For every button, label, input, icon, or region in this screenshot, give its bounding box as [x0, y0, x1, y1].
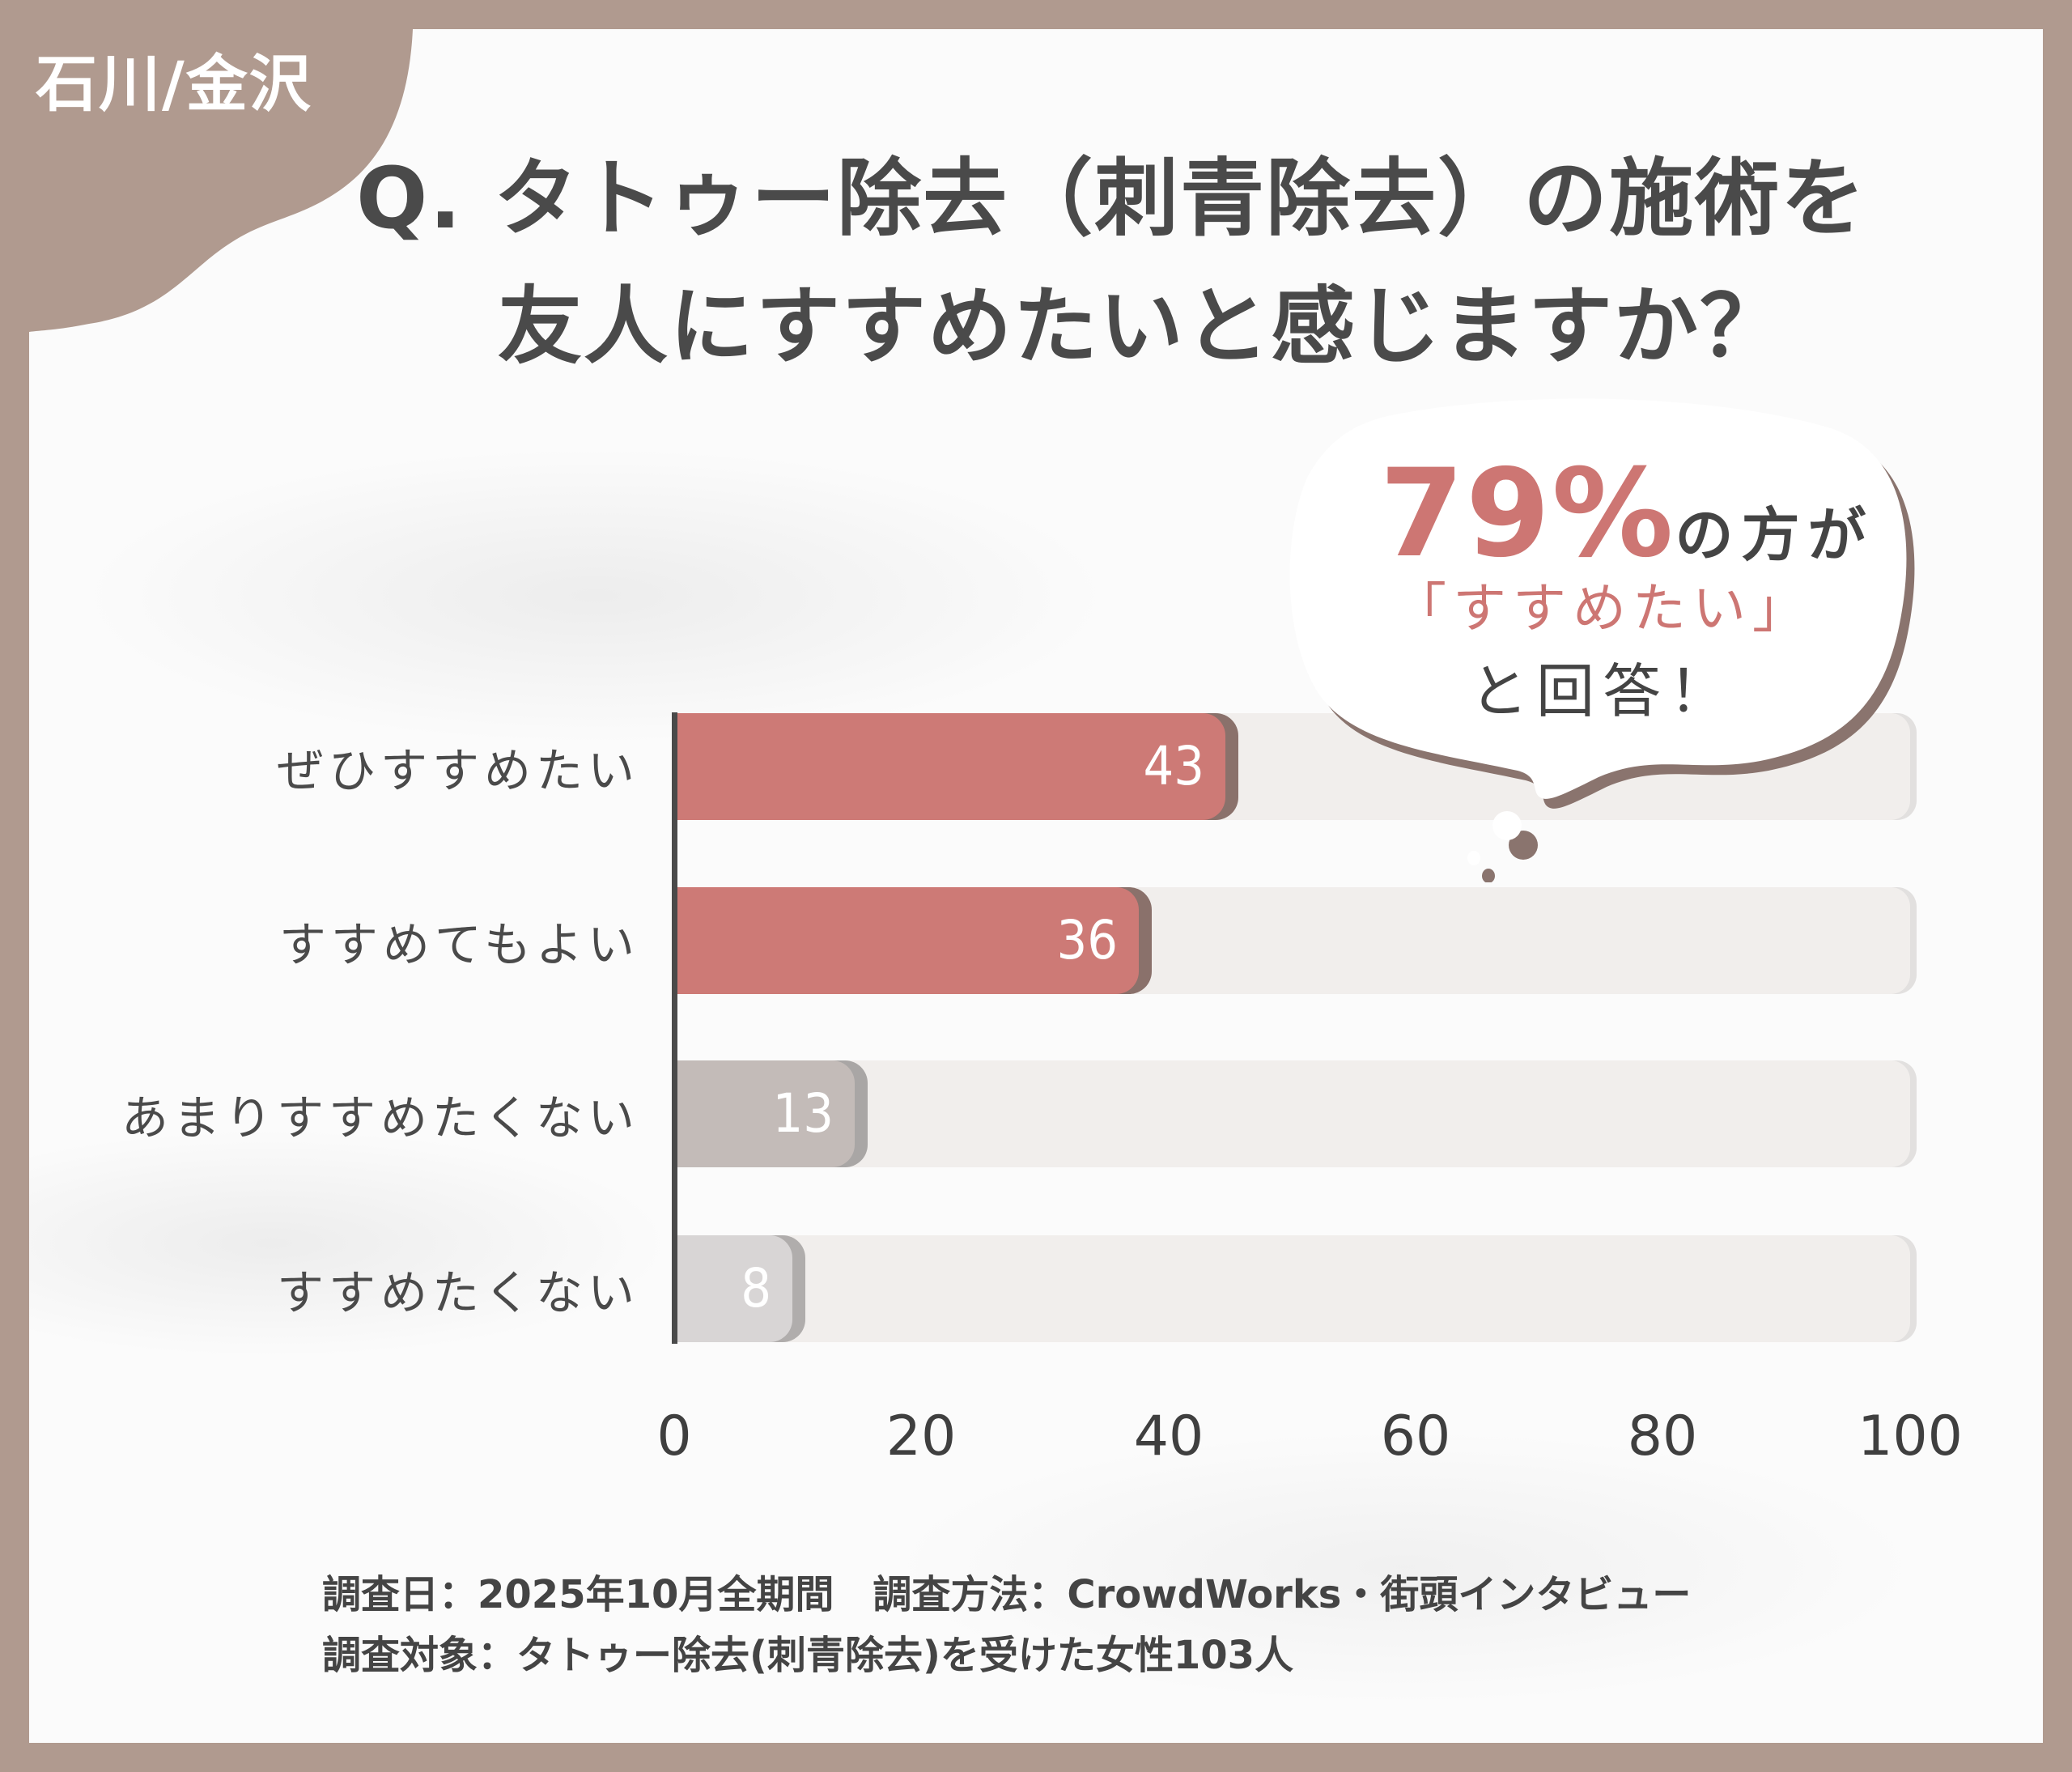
bar-track-3	[677, 1060, 1910, 1167]
bar-value: 8	[741, 1257, 771, 1319]
callout-line-2: 「すすめたい」	[1393, 577, 1812, 640]
question-title-line-2: 友人にすすめたいと感じますか？	[498, 277, 1786, 376]
callout-line-1-rest: の方が	[1675, 501, 1875, 569]
survey-info-line-2: 調査対象：タトゥー除去(刺青除去)を受けた女性103人	[322, 1633, 1294, 1678]
x-tick-label: 100	[1858, 1404, 1963, 1468]
bar-amari-susumetakunai: 13	[677, 1060, 855, 1167]
bar-zehi-susumetai: 43	[677, 713, 1225, 820]
category-label: すすめてもよい	[278, 917, 639, 972]
category-label: ぜひすすめたい	[276, 743, 639, 798]
region-label: 石川/金沢	[36, 48, 312, 120]
bar-value: 43	[1143, 735, 1204, 797]
x-tick-label: 20	[885, 1404, 957, 1468]
question-title-line-1: Q. タトゥー除去（刺青除去）の施術を	[356, 149, 1867, 248]
badge-blob-shape	[0, 0, 413, 332]
bar-susumetakunai: 8	[677, 1235, 792, 1342]
bar-value: 36	[1056, 909, 1118, 971]
category-label: あまりすすめたくない	[121, 1090, 639, 1145]
callout-line-1: 79%の方が	[1299, 444, 1955, 584]
callout-bubble: 79%の方が 「すすめたい」 と回答！	[1275, 397, 1930, 882]
x-tick-label: 80	[1627, 1404, 1698, 1468]
bar-susumetemo-yoi: 36	[677, 887, 1139, 994]
bar-track-4	[677, 1235, 1910, 1342]
bubble-shape	[1289, 398, 1915, 882]
x-tick-label: 0	[656, 1404, 692, 1468]
infographic-panel	[29, 29, 2043, 1743]
category-label: すすめたくない	[276, 1265, 639, 1320]
y-axis-line	[672, 712, 677, 1344]
bar-value: 13	[772, 1082, 834, 1145]
x-tick-label: 60	[1380, 1404, 1451, 1468]
x-tick-label: 40	[1133, 1404, 1204, 1468]
region-badge: 石川/金沢	[0, 0, 421, 340]
survey-info-line-1: 調査日：2025年10月全期間 調査方法：CrowdWorks・街頭インタビュー	[322, 1572, 1692, 1617]
callout-line-3: と回答！	[1469, 657, 1735, 725]
callout-percent: 79%	[1379, 444, 1675, 584]
